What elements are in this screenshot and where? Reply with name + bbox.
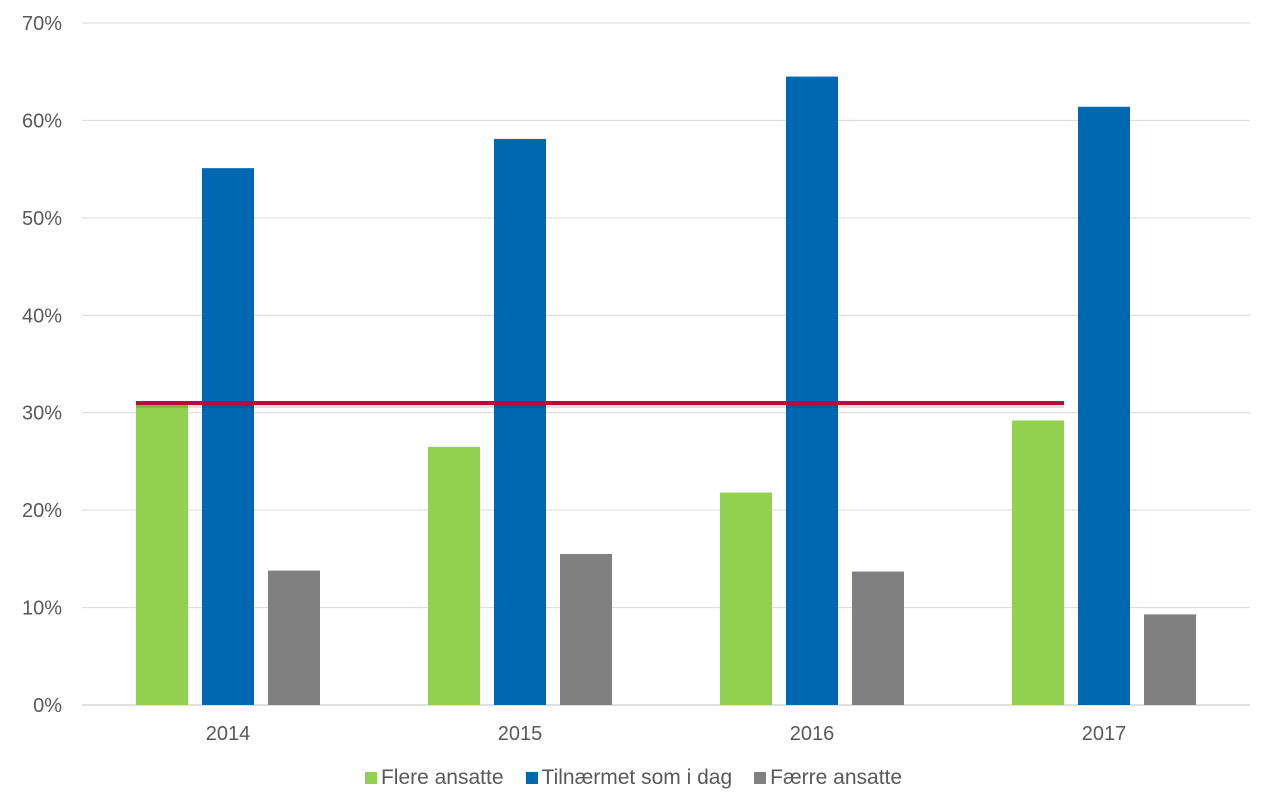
legend: Flere ansatte Tilnærmet som i dag Færre … bbox=[0, 766, 1267, 790]
bar bbox=[560, 553, 612, 705]
bar bbox=[136, 402, 188, 705]
x-axis-ticks: 2014 2015 2016 2017 bbox=[206, 723, 1127, 745]
y-tick-label: 0% bbox=[33, 695, 62, 717]
bar bbox=[852, 571, 904, 705]
legend-label: Færre ansatte bbox=[770, 766, 903, 789]
bar bbox=[428, 446, 480, 705]
bar bbox=[1012, 420, 1064, 705]
bar bbox=[786, 76, 838, 706]
x-tick-label: 2017 bbox=[1082, 723, 1127, 745]
legend-item-flere-ansatte: Flere ansatte bbox=[364, 766, 504, 790]
gridlines bbox=[82, 22, 1250, 706]
bars bbox=[136, 76, 1196, 706]
legend-label: Flere ansatte bbox=[380, 766, 504, 789]
y-tick-label: 40% bbox=[22, 305, 62, 327]
legend-swatch bbox=[525, 772, 538, 784]
y-tick-label: 70% bbox=[22, 13, 62, 35]
y-tick-label: 20% bbox=[22, 500, 62, 522]
y-axis-ticks: 0% 10% 20% 30% 40% 50% 60% 70% bbox=[22, 13, 62, 717]
legend-swatch bbox=[364, 772, 377, 784]
bar bbox=[720, 492, 772, 705]
legend-item-faerre-ansatte: Færre ansatte bbox=[754, 766, 902, 790]
y-tick-label: 30% bbox=[22, 403, 62, 425]
legend-label: Tilnærmet som i dag bbox=[541, 766, 733, 789]
bar bbox=[202, 168, 254, 705]
bar bbox=[1078, 106, 1130, 705]
y-tick-label: 10% bbox=[22, 598, 62, 620]
bar bbox=[268, 570, 320, 705]
bar-chart-plot: 0% 10% 20% 30% 40% 50% 60% 70% 2014 2015 2016 2017 bbox=[22, 13, 1250, 745]
bar bbox=[1144, 614, 1196, 705]
legend-item-tilnaermet-som-i-dag: Tilnærmet som i dag bbox=[525, 766, 733, 790]
y-tick-label: 50% bbox=[22, 208, 62, 230]
x-tick-label: 2016 bbox=[790, 723, 835, 745]
y-tick-label: 60% bbox=[22, 110, 62, 132]
reference-line-group bbox=[136, 400, 1064, 408]
x-tick-label: 2015 bbox=[498, 723, 543, 745]
legend-swatch bbox=[754, 772, 767, 784]
bar bbox=[494, 138, 546, 705]
x-tick-label: 2014 bbox=[206, 723, 251, 745]
